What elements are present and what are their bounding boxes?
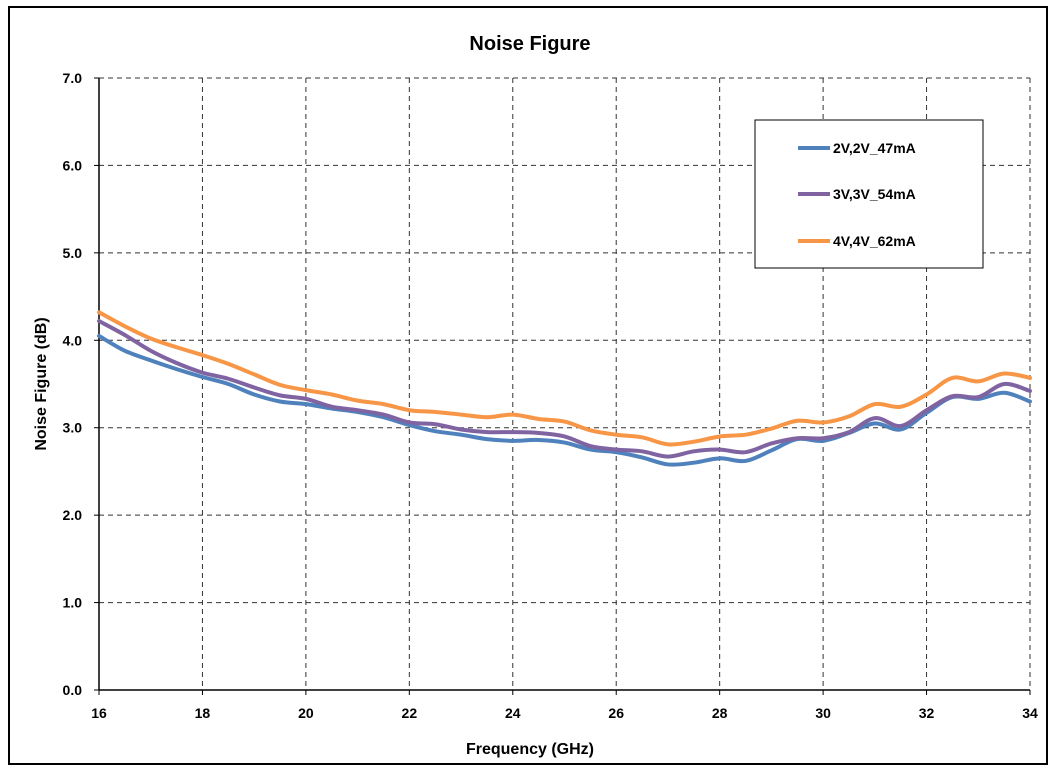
x-axis-label: Frequency (GHz) [466,741,594,758]
legend-label-3: 4V,4V_62mA [833,233,916,249]
series-line-1 [97,333,1032,467]
y-tick-label: 3.0 [63,420,83,436]
x-tick-label: 28 [712,705,728,721]
x-tick-label: 30 [815,705,831,721]
legend-label-1: 2V,2V_47mA [833,140,916,156]
axes [98,78,1030,691]
y-tick-label: 5.0 [63,245,83,261]
series-line-2 [97,319,1032,459]
x-tick-label: 34 [1022,705,1038,721]
y-tick-label: 6.0 [63,157,83,173]
y-tick-label: 0.0 [63,682,83,698]
y-axis-label: Noise Figure (dB) [33,317,50,450]
x-tick-label: 20 [298,705,314,721]
legend: 2V,2V_47mA 3V,3V_54mA 4V,4V_62mA [754,119,984,269]
y-tick-label: 4.0 [63,332,83,348]
legend-box [754,119,984,269]
legend-label-2: 3V,3V_54mA [833,186,916,202]
x-tick-label: 26 [608,705,624,721]
series-lines [97,310,1032,467]
x-tick-label: 24 [505,705,521,721]
x-tick-label: 18 [195,705,211,721]
y-tick-label: 1.0 [63,595,83,611]
y-tick-label: 2.0 [63,507,83,523]
chart-title: Noise Figure [469,33,590,55]
x-tick-labels: 16 18 20 22 24 26 28 30 32 34 [91,690,1038,721]
x-tick-label: 32 [919,705,935,721]
y-tick-label: 7.0 [63,70,83,86]
y-tick-labels: 0.0 1.0 2.0 3.0 4.0 5.0 6.0 7.0 [63,70,99,698]
x-tick-label: 16 [91,705,107,721]
series-line-3 [97,310,1032,447]
x-tick-label: 22 [402,705,418,721]
